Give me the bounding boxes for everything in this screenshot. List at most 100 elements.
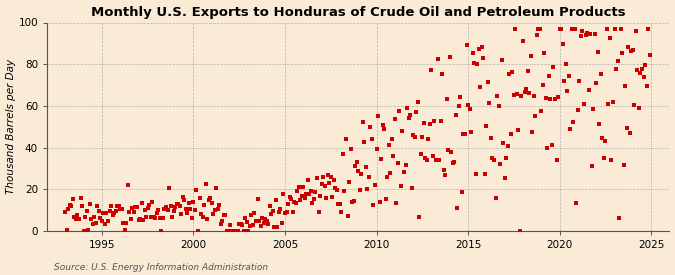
Point xyxy=(221,229,232,233)
Point xyxy=(429,119,440,123)
Point xyxy=(157,215,168,220)
Point xyxy=(402,106,412,110)
Point xyxy=(165,203,176,208)
Point xyxy=(415,151,426,156)
Point xyxy=(273,210,284,214)
Point xyxy=(265,204,275,208)
Point xyxy=(386,136,397,141)
Point xyxy=(66,204,77,208)
Point xyxy=(211,186,221,191)
Point xyxy=(426,68,437,73)
Point xyxy=(118,221,129,225)
Point xyxy=(454,104,464,109)
Point xyxy=(203,197,214,202)
Point xyxy=(103,218,113,223)
Point xyxy=(510,27,520,31)
Y-axis label: Thousand Barrels per Day: Thousand Barrels per Day xyxy=(5,59,16,194)
Point xyxy=(304,192,315,196)
Point xyxy=(185,207,196,211)
Point xyxy=(364,175,375,179)
Point xyxy=(335,202,346,207)
Point xyxy=(301,192,312,197)
Point xyxy=(148,215,159,220)
Point xyxy=(478,56,489,60)
Point xyxy=(275,207,286,211)
Point xyxy=(501,156,512,160)
Point xyxy=(560,62,571,66)
Point xyxy=(215,222,226,227)
Point xyxy=(178,195,188,199)
Point xyxy=(371,147,382,151)
Point xyxy=(624,130,635,135)
Point xyxy=(271,198,281,203)
Point xyxy=(423,136,434,141)
Point xyxy=(427,153,438,158)
Point xyxy=(547,142,558,147)
Point xyxy=(586,163,597,168)
Point xyxy=(417,135,428,140)
Point xyxy=(489,158,500,163)
Point xyxy=(330,185,341,190)
Point xyxy=(230,229,240,233)
Point xyxy=(279,211,290,216)
Point xyxy=(506,131,516,136)
Point xyxy=(606,158,617,162)
Point xyxy=(432,57,443,61)
Point xyxy=(163,186,174,190)
Point xyxy=(327,195,338,200)
Point xyxy=(261,219,272,224)
Point xyxy=(263,222,273,227)
Point xyxy=(541,96,551,101)
Point xyxy=(292,189,302,193)
Text: Source: U.S. Energy Information Administration: Source: U.S. Energy Information Administ… xyxy=(54,263,268,272)
Point xyxy=(397,129,408,134)
Point xyxy=(75,195,86,200)
Point xyxy=(520,87,531,92)
Point xyxy=(226,229,237,233)
Point xyxy=(549,97,560,102)
Point xyxy=(475,85,486,89)
Point xyxy=(440,173,451,177)
Point xyxy=(313,210,324,214)
Point xyxy=(497,141,508,145)
Point xyxy=(110,209,121,213)
Point xyxy=(220,213,231,217)
Point xyxy=(574,79,585,83)
Point xyxy=(113,204,124,208)
Point xyxy=(638,75,649,79)
Point xyxy=(472,62,483,66)
Point xyxy=(435,119,446,123)
Point xyxy=(536,109,547,113)
Point xyxy=(341,136,352,141)
Point xyxy=(437,72,448,76)
Point xyxy=(156,229,167,233)
Point xyxy=(182,211,193,215)
Point xyxy=(558,42,568,46)
Point xyxy=(266,212,277,216)
Point xyxy=(324,181,335,185)
Point xyxy=(116,207,127,212)
Point xyxy=(443,148,454,152)
Point xyxy=(176,212,187,217)
Point xyxy=(83,228,94,232)
Point xyxy=(450,113,461,117)
Point xyxy=(208,211,219,216)
Point xyxy=(467,50,478,55)
Point xyxy=(342,214,353,218)
Point xyxy=(133,218,144,222)
Point xyxy=(566,27,577,31)
Point xyxy=(240,216,250,220)
Point xyxy=(496,57,507,62)
Point xyxy=(615,27,626,31)
Point xyxy=(74,217,84,222)
Point xyxy=(169,205,180,209)
Point xyxy=(608,100,618,104)
Point xyxy=(78,229,89,233)
Point xyxy=(162,208,173,212)
Point xyxy=(179,197,190,202)
Point xyxy=(144,203,155,207)
Point xyxy=(500,176,510,181)
Point xyxy=(637,67,647,72)
Point xyxy=(641,84,652,88)
Point xyxy=(168,208,179,213)
